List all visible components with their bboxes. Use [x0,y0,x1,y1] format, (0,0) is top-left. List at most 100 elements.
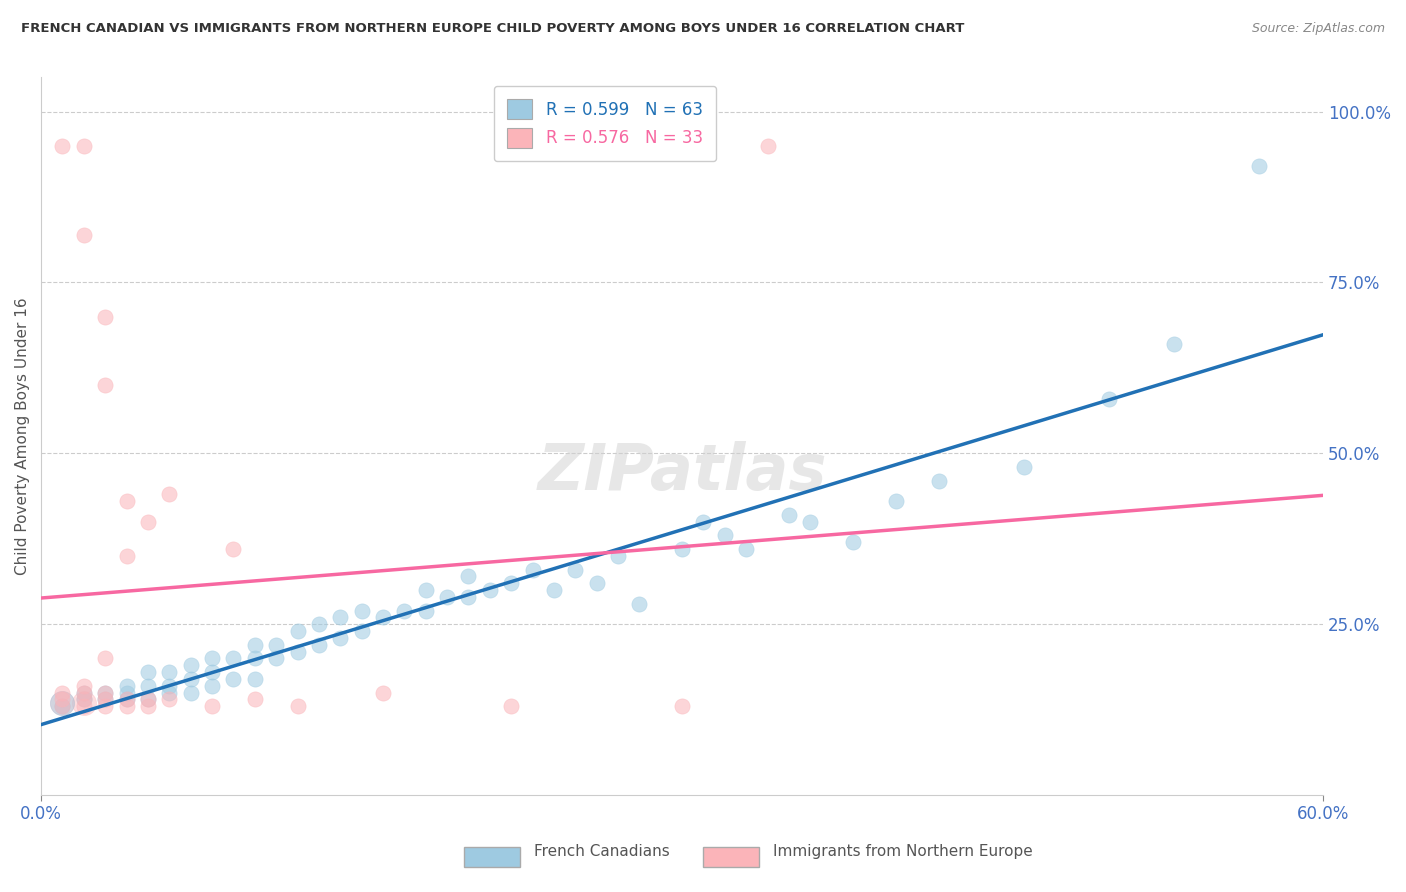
Point [157,487,180,501]
Point [501,699,523,714]
Point [94,699,117,714]
Point [201,665,224,679]
Point [287,624,309,638]
Point [329,631,352,645]
Point [157,679,180,693]
Point [73,679,96,693]
Point [94,685,117,699]
Point [157,665,180,679]
Point [94,685,117,699]
Point [73,699,96,714]
Point [308,638,330,652]
Point [522,562,544,576]
Point [329,610,352,624]
Point [115,685,138,699]
Point [201,699,224,714]
Point [243,651,266,665]
Point [94,378,117,392]
Point [671,541,693,556]
Point [94,692,117,706]
Point [222,541,245,556]
Point [585,576,607,591]
Point [436,590,458,604]
Point [222,651,245,665]
Y-axis label: Child Poverty Among Boys Under 16: Child Poverty Among Boys Under 16 [15,297,30,575]
Point [264,651,287,665]
Point [735,541,758,556]
Point [73,685,96,699]
Point [457,569,479,583]
Point [543,582,565,597]
Point [350,624,373,638]
Point [799,515,821,529]
Point [928,474,950,488]
Point [243,672,266,686]
Point [51,696,73,710]
Text: French Canadians: French Canadians [534,845,671,859]
Point [73,692,96,706]
Point [842,535,865,549]
Point [136,679,159,693]
Text: Immigrants from Northern Europe: Immigrants from Northern Europe [773,845,1033,859]
Point [415,582,437,597]
Point [714,528,737,542]
Point [115,494,138,508]
Point [136,665,159,679]
Point [1098,392,1121,406]
Point [415,603,437,617]
Point [115,692,138,706]
Point [157,685,180,699]
Point [115,679,138,693]
Point [51,696,73,710]
Point [1247,159,1270,173]
Point [201,651,224,665]
Point [1012,460,1035,475]
Point [94,310,117,324]
Point [136,699,159,714]
Point [73,227,96,242]
Point [501,576,523,591]
Text: FRENCH CANADIAN VS IMMIGRANTS FROM NORTHERN EUROPE CHILD POVERTY AMONG BOYS UNDE: FRENCH CANADIAN VS IMMIGRANTS FROM NORTH… [21,22,965,36]
Point [287,699,309,714]
Point [94,651,117,665]
Point [73,685,96,699]
Point [350,603,373,617]
Point [692,515,714,529]
Point [115,549,138,563]
Point [778,508,800,522]
Point [51,699,73,714]
Point [180,658,202,673]
Point [371,685,394,699]
Point [308,617,330,632]
Point [201,679,224,693]
Point [671,699,693,714]
Point [51,692,73,706]
Point [157,692,180,706]
Point [884,494,907,508]
Point [73,138,96,153]
Point [51,138,73,153]
Legend: R = 0.599   N = 63, R = 0.576   N = 33: R = 0.599 N = 63, R = 0.576 N = 33 [494,86,716,161]
Point [136,692,159,706]
Point [51,699,73,714]
Text: ZIPatlas: ZIPatlas [537,442,827,503]
Point [1163,337,1185,351]
Point [180,672,202,686]
Point [136,692,159,706]
Point [457,590,479,604]
Point [136,515,159,529]
Point [73,696,96,710]
Point [394,603,416,617]
Point [371,610,394,624]
Point [287,644,309,658]
Point [264,638,287,652]
Point [115,692,138,706]
Point [756,138,779,153]
Point [222,672,245,686]
Point [478,582,501,597]
Text: Source: ZipAtlas.com: Source: ZipAtlas.com [1251,22,1385,36]
Point [115,699,138,714]
Point [564,562,586,576]
Point [607,549,630,563]
Point [51,685,73,699]
